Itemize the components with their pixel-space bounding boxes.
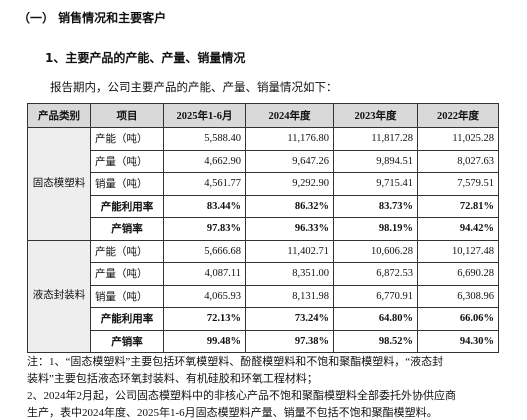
value-cell: 9,292.90 <box>245 172 334 196</box>
value-cell: 10,127.48 <box>417 239 499 263</box>
row: 产量（吨） 4,662.90 9,647.26 9,894.51 8,027.63 <box>28 149 499 173</box>
item-cell: 产销率 <box>90 329 164 353</box>
item-cell: 产能利用率 <box>90 194 164 218</box>
note-line: 生产，表中2024年度、2025年1-6月固态模塑料产量、销量不包括不饱和聚酯模… <box>27 407 438 419</box>
value-cell: 9,894.51 <box>333 149 418 173</box>
section-title: 1、主要产品的产能、产量、销量情况 <box>45 51 246 65</box>
row: 产量（吨） 4,087.11 8,351.00 6,872.53 6,690.28 <box>28 262 499 286</box>
item-cell: 销量（吨） <box>90 284 164 308</box>
value-cell: 6,308.96 <box>417 284 499 308</box>
value-cell: 64.80% <box>333 307 418 331</box>
row: 产销率 97.83% 96.33% 98.19% 94.42% <box>28 217 499 241</box>
value-cell: 4,087.11 <box>163 262 246 286</box>
value-cell: 10,606.28 <box>333 239 418 263</box>
item-cell: 产量（吨） <box>90 149 164 173</box>
value-cell: 4,561.77 <box>163 172 246 196</box>
row: 产销率 99.48% 97.38% 98.52% 94.30% <box>28 329 499 353</box>
value-cell: 11,176.80 <box>245 127 334 151</box>
value-cell: 66.06% <box>417 307 499 331</box>
value-cell: 98.19% <box>333 217 418 241</box>
value-cell: 5,588.40 <box>163 127 246 151</box>
value-cell: 94.30% <box>417 329 499 353</box>
value-cell: 73.24% <box>245 307 334 331</box>
capacity-table: 产品类别 项目 2025年1-6月 2024年度 2023年度 2022年度 固态模塑料产… <box>27 103 499 353</box>
value-cell: 8,351.00 <box>245 262 334 286</box>
value-cell: 8,131.98 <box>245 284 334 308</box>
value-cell: 6,770.91 <box>333 284 418 308</box>
value-cell: 4,065.93 <box>163 284 246 308</box>
value-cell: 94.42% <box>417 217 499 241</box>
value-cell: 72.13% <box>163 307 246 331</box>
row: 固态模塑料 产能（吨） 5,588.40 11,176.80 11,817.28 11,0… <box>27 127 499 241</box>
value-cell: 72.81% <box>417 194 499 218</box>
header-cell: 产品类别 <box>27 103 91 128</box>
value-cell: 9,647.26 <box>245 149 334 173</box>
row: 销量（吨） 4,561.77 9,292.90 9,715.41 7,579.51 <box>28 172 499 196</box>
row: 产能利用率 83.44% 86.32% 83.73% 72.81% <box>28 194 499 218</box>
value-cell: 5,666.68 <box>163 239 246 263</box>
value-cell: 6,690.28 <box>417 262 499 286</box>
value-cell: 83.44% <box>163 194 246 218</box>
item-cell: 产量（吨） <box>90 262 164 286</box>
value-cell: 11,025.28 <box>417 127 499 151</box>
header-cell: 2023年度 <box>333 103 418 128</box>
row: 销量（吨） 4,065.93 8,131.98 6,770.91 6,308.96 <box>28 284 499 308</box>
item-cell: 产销率 <box>90 217 164 241</box>
value-cell: 86.32% <box>245 194 334 218</box>
item-cell: 产能（吨） <box>90 127 164 151</box>
header-cell: 2025年1-6月 <box>163 103 246 128</box>
heading: （一） 销售情况和主要客户 <box>18 11 167 25</box>
value-cell: 8,027.63 <box>417 149 499 173</box>
value-cell: 6,872.53 <box>333 262 418 286</box>
value-cell: 99.48% <box>163 329 246 353</box>
value-cell: 11,402.71 <box>245 239 334 263</box>
value-cell: 97.38% <box>245 329 334 353</box>
item-cell: 产能（吨） <box>90 239 164 263</box>
row: 液态封装料 产能（吨） 5,666.68 11,402.71 10,606.28 10,1… <box>27 239 499 353</box>
header-cell: 2024年度 <box>245 103 334 128</box>
category-cell: 固态模塑料 <box>27 127 91 241</box>
value-cell: 97.83% <box>163 217 246 241</box>
value-cell: 96.33% <box>245 217 334 241</box>
value-cell: 11,817.28 <box>333 127 418 151</box>
value-cell: 98.52% <box>333 329 418 353</box>
row: 产能利用率 72.13% 73.24% 64.80% 66.06% <box>28 307 499 331</box>
header-row: 产品类别 项目 2025年1-6月 2024年度 2023年度 2022年度 <box>27 103 499 128</box>
value-cell: 9,715.41 <box>333 172 418 196</box>
category-cell: 液态封装料 <box>27 239 91 353</box>
value-cell: 83.73% <box>333 194 418 218</box>
header-cell: 项目 <box>90 103 164 128</box>
note-line: 装料”主要包括液态环氧封装料、有机硅胶和环氧工程材料； <box>27 373 318 385</box>
value-cell: 4,662.90 <box>163 149 246 173</box>
item-cell: 产能利用率 <box>90 307 164 331</box>
note-line: 2、2024年2月起，公司固态模塑料中的非核心产品不饱和聚酯模塑料全部委托外协供… <box>27 390 456 402</box>
item-cell: 销量（吨） <box>90 172 164 196</box>
intro: 报告期内，公司主要产品的产能、产量、销量情况如下： <box>50 82 338 94</box>
header-cell: 2022年度 <box>417 103 499 128</box>
value-cell: 7,579.51 <box>417 172 499 196</box>
note-line: 注：1、“固态模塑料”主要包括环氧模塑料、酚醛模塑料和不饱和聚酯模塑料，“液态封 <box>27 356 444 368</box>
